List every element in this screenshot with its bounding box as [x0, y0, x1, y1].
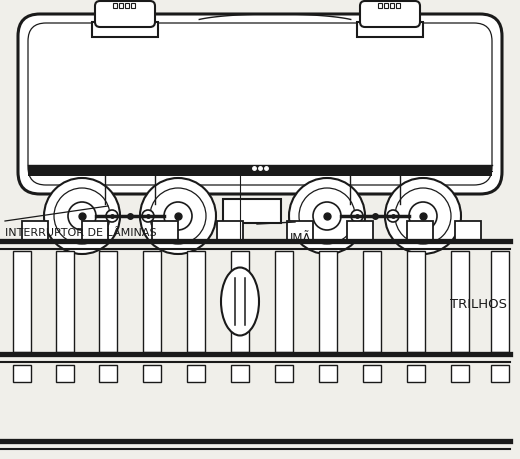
- Bar: [407, 222, 433, 241]
- Circle shape: [409, 202, 437, 230]
- Circle shape: [106, 211, 118, 223]
- Bar: [455, 222, 481, 241]
- Circle shape: [44, 179, 120, 254]
- Circle shape: [351, 211, 363, 223]
- Bar: [119, 4, 123, 9]
- Bar: [275, 252, 293, 352]
- Circle shape: [387, 211, 399, 223]
- Bar: [187, 365, 205, 382]
- Text: IMÃ: IMÃ: [290, 231, 311, 245]
- Circle shape: [289, 179, 365, 254]
- Bar: [357, 23, 423, 38]
- Bar: [187, 252, 205, 352]
- Bar: [319, 365, 337, 382]
- Circle shape: [395, 189, 451, 245]
- Bar: [217, 222, 243, 241]
- Text: INTERRUPTOR DE LÂMINAS: INTERRUPTOR DE LÂMINAS: [5, 228, 157, 237]
- Bar: [275, 365, 293, 382]
- Text: TRILHOS: TRILHOS: [450, 298, 507, 311]
- Bar: [390, 4, 394, 9]
- Bar: [363, 252, 381, 352]
- Bar: [22, 222, 48, 241]
- Bar: [491, 252, 509, 352]
- Circle shape: [142, 211, 154, 223]
- Ellipse shape: [221, 268, 259, 336]
- Bar: [223, 200, 281, 224]
- Bar: [451, 365, 469, 382]
- Bar: [113, 4, 117, 9]
- Bar: [407, 252, 425, 352]
- Bar: [125, 4, 129, 9]
- Bar: [378, 4, 382, 9]
- FancyBboxPatch shape: [95, 2, 155, 28]
- Bar: [143, 365, 161, 382]
- Bar: [143, 252, 161, 352]
- Bar: [56, 252, 74, 352]
- Circle shape: [299, 189, 355, 245]
- Bar: [396, 4, 400, 9]
- Bar: [231, 252, 249, 352]
- FancyBboxPatch shape: [18, 15, 502, 195]
- Bar: [347, 222, 373, 241]
- Bar: [28, 167, 492, 177]
- Bar: [287, 222, 313, 241]
- Bar: [231, 365, 249, 382]
- Bar: [56, 365, 74, 382]
- Circle shape: [54, 189, 110, 245]
- Bar: [451, 252, 469, 352]
- Bar: [384, 4, 388, 9]
- Bar: [407, 365, 425, 382]
- Bar: [99, 252, 117, 352]
- Circle shape: [150, 189, 206, 245]
- Bar: [13, 365, 31, 382]
- FancyBboxPatch shape: [360, 2, 420, 28]
- Bar: [13, 252, 31, 352]
- Bar: [319, 252, 337, 352]
- Circle shape: [140, 179, 216, 254]
- Circle shape: [68, 202, 96, 230]
- Bar: [152, 222, 178, 241]
- Bar: [363, 365, 381, 382]
- Circle shape: [385, 179, 461, 254]
- Bar: [92, 23, 158, 38]
- Bar: [82, 222, 108, 241]
- Bar: [491, 365, 509, 382]
- Bar: [131, 4, 135, 9]
- Circle shape: [313, 202, 341, 230]
- Bar: [99, 365, 117, 382]
- Circle shape: [164, 202, 192, 230]
